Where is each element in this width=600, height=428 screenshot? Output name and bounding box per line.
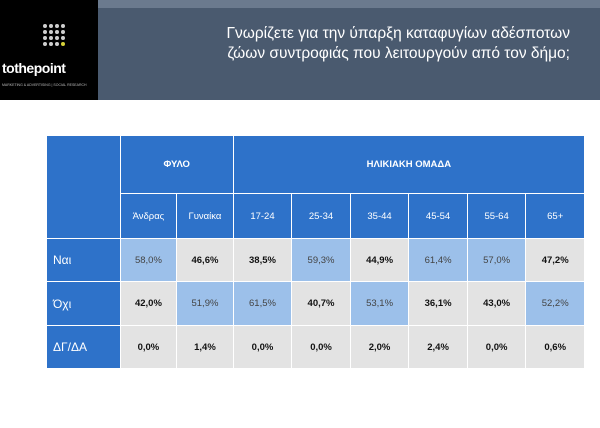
logo-dot-accent bbox=[61, 42, 65, 46]
logo-dot bbox=[61, 30, 65, 34]
data-cell-1-6: 43,0% bbox=[466, 281, 527, 326]
data-cell-0-4: 44,9% bbox=[349, 238, 410, 282]
group-header-0: ΦΥΛΟ bbox=[119, 135, 234, 194]
data-cell-1-3: 40,7% bbox=[291, 281, 351, 326]
table-row: Όχι 42,0% 51,9% 61,5% 40,7% 53,1% 36,1% 43,0% 52… bbox=[46, 281, 585, 326]
logo-dot bbox=[43, 42, 47, 46]
data-cell-1-7: 52,2% bbox=[525, 281, 585, 326]
data-cell-0-2: 38,5% bbox=[232, 238, 293, 282]
column-header-3: 25-34 bbox=[291, 193, 351, 239]
title-line-1: Γνωρίζετε για την ύπαρξη καταφυγίων αδέσ… bbox=[226, 25, 570, 42]
logo-dot bbox=[49, 24, 53, 28]
logo-text: tothepoint bbox=[2, 60, 66, 76]
data-cell-0-3: 59,3% bbox=[291, 238, 351, 282]
data-cell-1-4: 53,1% bbox=[349, 281, 410, 326]
data-cell-2-4: 2,0% bbox=[349, 325, 410, 369]
data-cell-0-0: 58,0% bbox=[119, 238, 178, 282]
column-header-row: Άνδρας Γυναίκα 17-24 25-34 35-44 45-54 55-64 65… bbox=[47, 193, 585, 239]
row-label-2: ΔΓ/ΔΑ bbox=[46, 325, 121, 369]
results-table: ΦΥΛΟ ΗΛΙΚΙΑΚΗ ΟΜΑΔΑ Άνδρας Γυναίκα 17-24 25-… bbox=[46, 135, 586, 369]
table-row: ΔΓ/ΔΑ 0,0% 1,4% 0,0% 0,0% 2,0% 2,4% 0,0% 0,6% bbox=[46, 325, 585, 369]
logo-dot bbox=[61, 36, 65, 40]
logo-dot bbox=[49, 30, 53, 34]
column-header-2: 17-24 bbox=[232, 193, 293, 239]
title-band bbox=[98, 0, 600, 100]
column-header-1: Γυναίκα bbox=[176, 193, 234, 239]
data-cell-1-2: 61,5% bbox=[232, 281, 293, 326]
logo-dot bbox=[55, 42, 59, 46]
column-header-6: 55-64 bbox=[466, 193, 527, 239]
group-header-1: ΗΛΙΚΙΑΚΗ ΟΜΑΔΑ bbox=[232, 135, 586, 194]
title-band-top bbox=[98, 0, 600, 8]
logo-subtitle: MARKETING & ADVERTISING | SOCIAL RESEARC… bbox=[2, 83, 87, 87]
logo-dot bbox=[43, 36, 47, 40]
data-cell-2-6: 0,0% bbox=[466, 325, 527, 369]
column-header-4: 35-44 bbox=[349, 193, 410, 239]
table-row: Ναι 58,0% 46,6% 38,5% 59,3% 44,9% 61,4% 57,0% 47… bbox=[46, 238, 585, 282]
logo: tothepoint MARKETING & ADVERTISING | SOC… bbox=[0, 0, 98, 100]
column-header-0: Άνδρας bbox=[119, 193, 178, 239]
data-cell-1-5: 36,1% bbox=[408, 281, 468, 326]
data-cell-2-7: 0,6% bbox=[525, 325, 585, 369]
row-label-1: Όχι bbox=[46, 281, 121, 326]
logo-dot bbox=[49, 42, 53, 46]
data-cell-0-1: 46,6% bbox=[176, 238, 234, 282]
logo-dot bbox=[61, 24, 65, 28]
data-cell-1-1: 51,9% bbox=[176, 281, 234, 326]
data-cell-2-2: 0,0% bbox=[232, 325, 293, 369]
logo-dot bbox=[55, 30, 59, 34]
logo-dot bbox=[55, 24, 59, 28]
logo-dot bbox=[43, 30, 47, 34]
data-cell-1-0: 42,0% bbox=[119, 281, 178, 326]
data-cell-0-7: 47,2% bbox=[525, 238, 585, 282]
column-header-7: 65+ bbox=[525, 193, 585, 239]
column-header-5: 45-54 bbox=[408, 193, 468, 239]
data-cell-0-5: 61,4% bbox=[408, 238, 468, 282]
corner-cell bbox=[46, 135, 121, 239]
dot-grid-icon bbox=[43, 24, 65, 46]
data-cell-2-0: 0,0% bbox=[119, 325, 178, 369]
row-label-0: Ναι bbox=[46, 238, 121, 282]
data-cell-2-3: 0,0% bbox=[291, 325, 351, 369]
logo-dot bbox=[55, 36, 59, 40]
group-header-row: ΦΥΛΟ ΗΛΙΚΙΑΚΗ ΟΜΑΔΑ bbox=[46, 135, 586, 239]
title-line-2: ζώων συντροφιάς που λειτουργούν από τον … bbox=[227, 45, 570, 62]
data-cell-0-6: 57,0% bbox=[466, 238, 527, 282]
data-cell-2-1: 1,4% bbox=[176, 325, 234, 369]
logo-dot bbox=[49, 36, 53, 40]
data-cell-2-5: 2,4% bbox=[408, 325, 468, 369]
slide-header: tothepoint MARKETING & ADVERTISING | SOC… bbox=[0, 0, 600, 100]
logo-dot bbox=[43, 24, 47, 28]
page-title: Γνωρίζετε για την ύπαρξη καταφυγίων αδέσ… bbox=[130, 24, 570, 64]
